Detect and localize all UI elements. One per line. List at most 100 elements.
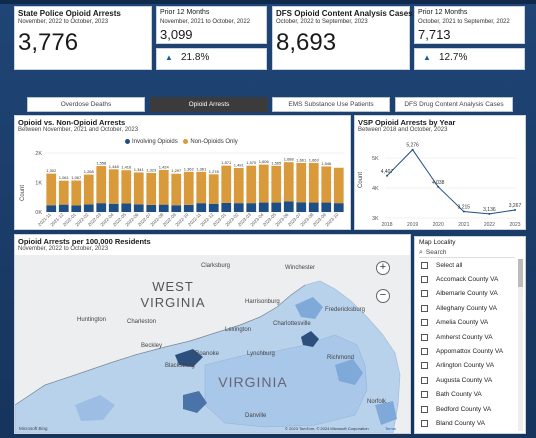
bar-opioid[interactable] (83, 204, 94, 212)
bar-opioid[interactable] (208, 203, 219, 212)
line-point[interactable] (514, 208, 516, 211)
bar-opioid[interactable] (96, 203, 107, 212)
bar-opioid[interactable] (296, 202, 307, 212)
slicer-item[interactable]: Bedford County VA (421, 403, 491, 415)
tab-opioid-arrests[interactable]: Opioid Arrests (150, 97, 268, 112)
line-point[interactable] (437, 185, 440, 188)
bar-non-opioid[interactable] (308, 162, 319, 203)
bar-opioid[interactable] (71, 205, 82, 212)
checkbox[interactable] (421, 419, 428, 427)
line-point[interactable] (411, 148, 414, 151)
map-terms-link[interactable]: Terms (385, 426, 396, 431)
line-point[interactable] (462, 210, 465, 213)
state-border-line (15, 284, 306, 406)
map-locality-slicer: Map Locality ⌕ Search Select all Accomack… (414, 236, 526, 434)
bar-opioid[interactable] (258, 202, 269, 212)
bar-non-opioid[interactable] (183, 171, 194, 205)
bar-opioid[interactable] (221, 202, 232, 212)
bar-non-opioid[interactable] (233, 168, 244, 204)
bar-non-opioid[interactable] (133, 172, 144, 205)
checkbox[interactable] (421, 304, 428, 312)
bar-opioid[interactable] (133, 204, 144, 212)
checkbox[interactable] (421, 290, 428, 298)
checkbox[interactable] (421, 333, 428, 341)
bar-non-opioid[interactable] (71, 180, 82, 206)
line-x-tick: 2020 (433, 222, 444, 228)
bar-opioid[interactable] (183, 204, 194, 212)
line-x-tick: 2021 (458, 222, 469, 228)
bar-opioid[interactable] (46, 205, 57, 212)
bar-total-label: 1,546 (321, 161, 332, 166)
slicer-item[interactable]: Albemarle County VA (421, 288, 498, 300)
scrollbar-thumb[interactable] (518, 259, 523, 287)
tab-overdose-deaths[interactable]: Overdose Deaths (27, 97, 145, 112)
search-input[interactable]: Search (425, 249, 447, 256)
bar-non-opioid[interactable] (58, 180, 69, 205)
bar-opioid[interactable] (146, 204, 157, 212)
checkbox[interactable] (421, 405, 428, 413)
bar-non-opioid[interactable] (321, 166, 332, 203)
slicer-item[interactable]: Amherst County VA (421, 331, 493, 343)
checkbox[interactable] (421, 391, 428, 399)
bar-non-opioid[interactable] (96, 166, 107, 204)
checkbox[interactable] (421, 275, 428, 283)
slicer-item[interactable]: Accomack County VA (421, 273, 498, 285)
checkbox[interactable] (421, 362, 428, 370)
choropleth-map[interactable]: WEST VIRGINIA VIRGINIA Huntington Charle… (15, 255, 410, 433)
line-x-tick: 2022 (484, 222, 495, 228)
triangle-up-icon: ▲ (423, 53, 431, 62)
slicer-scrollbar[interactable] (518, 259, 523, 431)
checkbox[interactable] (421, 347, 428, 355)
bar-opioid[interactable] (121, 203, 132, 212)
bar-non-opioid[interactable] (333, 167, 344, 204)
slicer-item[interactable]: Augusta County VA (421, 374, 492, 386)
bar-opioid[interactable] (333, 203, 344, 212)
bar-non-opioid[interactable] (246, 165, 257, 204)
bar-opioid[interactable] (308, 202, 319, 212)
bar-opioid[interactable] (271, 202, 282, 212)
slicer-item[interactable]: Bath County VA (421, 389, 482, 401)
bar-non-opioid[interactable] (258, 164, 269, 203)
bar-non-opioid[interactable] (196, 171, 207, 204)
slicer-item[interactable]: Bland County VA (421, 417, 485, 429)
zoom-in-button[interactable]: + (376, 261, 390, 275)
zoom-out-button[interactable]: − (376, 289, 390, 303)
bar-non-opioid[interactable] (83, 174, 94, 205)
bar-non-opioid[interactable] (296, 163, 307, 203)
bar-total-label: 1,571 (221, 160, 232, 165)
slicer-item[interactable]: Select all (421, 259, 462, 271)
bar-non-opioid[interactable] (171, 173, 182, 206)
bar-non-opioid[interactable] (221, 165, 232, 203)
line-point[interactable] (488, 212, 491, 215)
bar-non-opioid[interactable] (208, 174, 219, 204)
slicer-item[interactable]: Appomattox County VA (421, 345, 503, 357)
bar-opioid[interactable] (108, 203, 119, 212)
bar-non-opioid[interactable] (271, 165, 282, 203)
bar-opioid[interactable] (283, 201, 294, 212)
tab-ems-substance-use[interactable]: EMS Substance Use Patients (272, 97, 390, 112)
bar-opioid[interactable] (321, 202, 332, 212)
bar-non-opioid[interactable] (108, 169, 119, 204)
slicer-search[interactable]: ⌕ Search (419, 248, 515, 258)
tab-dfs-drug-content[interactable]: DFS Drug Content Analysis Cases (395, 97, 513, 112)
bar-opioid[interactable] (171, 205, 182, 212)
checkbox[interactable] (421, 376, 428, 384)
bar-opioid[interactable] (58, 204, 69, 212)
bar-opioid[interactable] (196, 203, 207, 212)
bar-non-opioid[interactable] (46, 173, 57, 206)
bar-non-opioid[interactable] (283, 162, 294, 202)
bar-non-opioid[interactable] (146, 172, 157, 205)
slicer-item[interactable]: Amelia County VA (421, 317, 488, 329)
slicer-item[interactable]: Arlington County VA (421, 360, 494, 372)
checkbox[interactable] (421, 261, 428, 269)
bar-total-label: 1,448 (109, 164, 120, 169)
bar-non-opioid[interactable] (121, 170, 132, 204)
bar-non-opioid[interactable] (158, 169, 169, 205)
bar-opioid[interactable] (246, 203, 257, 212)
slicer-item[interactable]: Alleghany County VA (421, 302, 497, 314)
northern-va-area (295, 297, 323, 319)
bar-opioid[interactable] (233, 203, 244, 212)
checkbox[interactable] (421, 319, 428, 327)
bar-opioid[interactable] (158, 204, 169, 212)
line-point[interactable] (386, 174, 388, 177)
